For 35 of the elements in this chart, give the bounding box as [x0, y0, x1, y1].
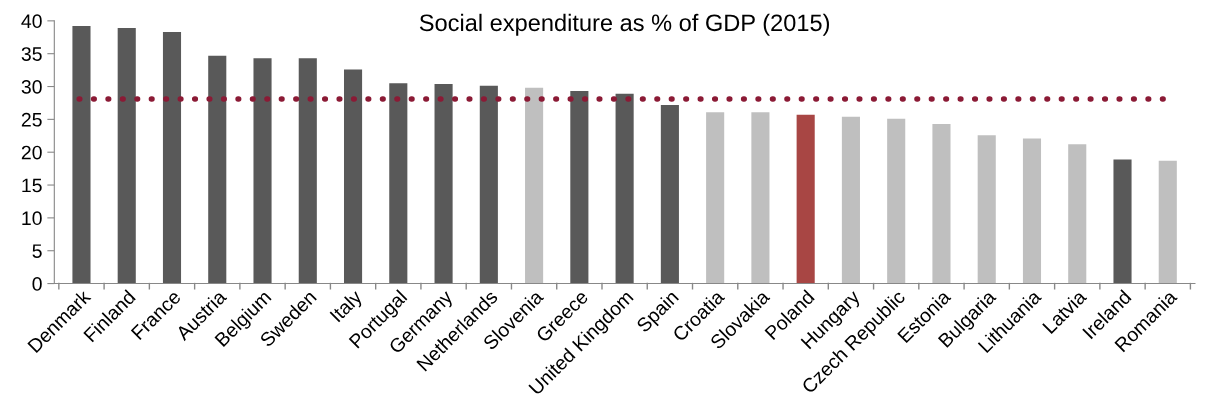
- y-tick-label: 35: [21, 47, 42, 61]
- bar: [1113, 159, 1132, 284]
- bar: [389, 83, 408, 284]
- bar: [932, 123, 951, 284]
- bar: [253, 58, 272, 284]
- bar: [1158, 160, 1177, 284]
- y-tick-label: 20: [21, 145, 42, 160]
- bar: [570, 91, 589, 284]
- bar: [660, 104, 679, 284]
- bar: [298, 58, 317, 284]
- y-tick-label: 0: [32, 277, 42, 291]
- y-tick-label: 25: [21, 112, 42, 127]
- bar: [525, 87, 544, 284]
- bar: [479, 85, 498, 284]
- bar: [208, 55, 227, 284]
- bar: [1068, 144, 1087, 284]
- bar: [751, 112, 770, 284]
- y-tick-label: 5: [32, 244, 42, 258]
- chart-title: Social expenditure as % of GDP (2015): [419, 13, 830, 36]
- bar: [615, 93, 634, 284]
- bar: [434, 83, 453, 284]
- bar: [977, 135, 996, 284]
- bar: [1022, 138, 1042, 284]
- bar: [117, 28, 136, 284]
- bar: [72, 26, 91, 284]
- y-tick-label: 30: [21, 80, 42, 94]
- bar: [162, 32, 182, 284]
- bar: [841, 116, 860, 284]
- bar: [796, 114, 815, 284]
- y-tick-label: 40: [21, 14, 42, 29]
- bar: [706, 112, 725, 284]
- bar: [887, 118, 906, 284]
- bar: [344, 69, 363, 284]
- y-tick-label: 15: [22, 178, 42, 193]
- y-tick-label: 10: [22, 211, 42, 226]
